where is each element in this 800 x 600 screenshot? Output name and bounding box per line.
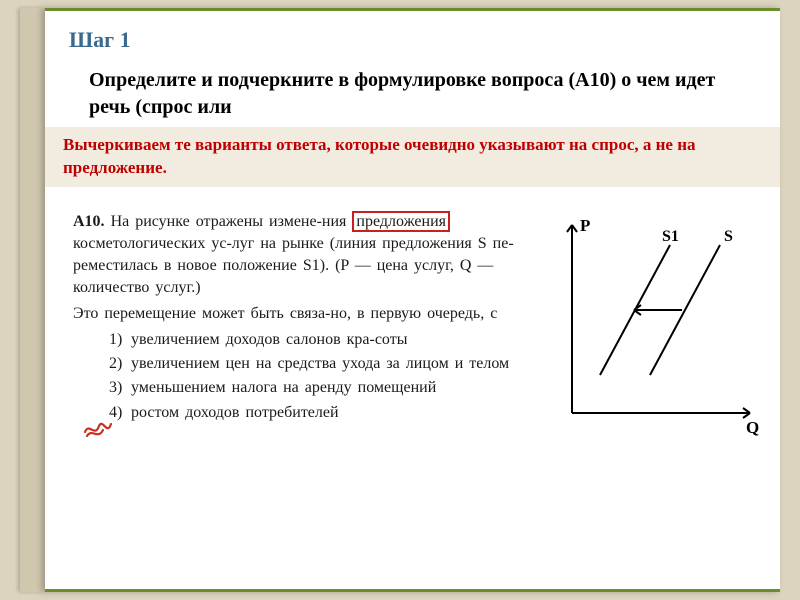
option-text: уменьшением налога на аренду помещений bbox=[131, 379, 436, 396]
option-number: 1) bbox=[109, 329, 122, 351]
svg-text:S1: S1 bbox=[662, 228, 679, 245]
svg-text:S: S bbox=[724, 228, 733, 245]
list-item: 1) увеличением доходов салонов кра-соты bbox=[109, 329, 542, 351]
supply-shift-chart: P Q S1 S bbox=[552, 215, 762, 440]
svg-text:Q: Q bbox=[746, 418, 759, 437]
exercise-lead-2: косметологических ус-луг на рынке (линия… bbox=[73, 235, 514, 296]
list-item: 3) уменьшением налога на аренду помещени… bbox=[109, 377, 542, 399]
list-item: 4) ростом доходов потребителей bbox=[109, 402, 542, 424]
highlight-note-strip: Вычеркиваем те варианты ответа, которые … bbox=[45, 127, 780, 187]
option-list: 1) увеличением доходов салонов кра-соты … bbox=[73, 329, 542, 423]
boxed-keyword: предложения bbox=[352, 211, 450, 233]
option-number: 2) bbox=[109, 353, 122, 375]
option-text: увеличением доходов салонов кра-соты bbox=[131, 331, 407, 348]
option-text: увеличением цен на средства ухода за лиц… bbox=[131, 355, 509, 372]
slide-content: Шаг 1 Определите и подчеркните в формули… bbox=[45, 8, 780, 592]
exercise-lead-1: На рисунке отражены измене-ния bbox=[111, 213, 353, 230]
highlight-note-text: Вычеркиваем те варианты ответа, которые … bbox=[63, 134, 762, 180]
exercise-stem: Это перемещение может быть связа-но, в п… bbox=[73, 305, 497, 322]
step-instruction: Определите и подчеркните в формулировке … bbox=[45, 57, 780, 123]
exercise-block: А10. На рисунке отражены измене-ния пред… bbox=[45, 211, 780, 440]
step-title: Шаг 1 bbox=[45, 11, 780, 57]
chart-svg: P Q S1 S bbox=[552, 215, 762, 440]
option-number: 3) bbox=[109, 377, 122, 399]
exercise-label: А10. bbox=[73, 213, 105, 230]
list-item: 2) увеличением цен на средства ухода за … bbox=[109, 353, 542, 375]
left-accent-strip bbox=[20, 8, 45, 592]
scribble-icon bbox=[81, 416, 115, 442]
svg-text:P: P bbox=[580, 216, 590, 235]
option-text: ростом доходов потребителей bbox=[131, 404, 339, 421]
exercise-text: А10. На рисунке отражены измене-ния пред… bbox=[73, 211, 542, 426]
